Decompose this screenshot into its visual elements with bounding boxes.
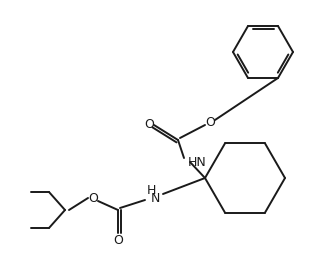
Text: HN: HN — [188, 156, 207, 168]
Text: O: O — [205, 116, 215, 128]
Text: O: O — [113, 234, 123, 248]
Text: O: O — [88, 191, 98, 205]
Text: O: O — [144, 118, 154, 131]
Text: H: H — [146, 184, 156, 196]
Text: N: N — [150, 191, 160, 205]
